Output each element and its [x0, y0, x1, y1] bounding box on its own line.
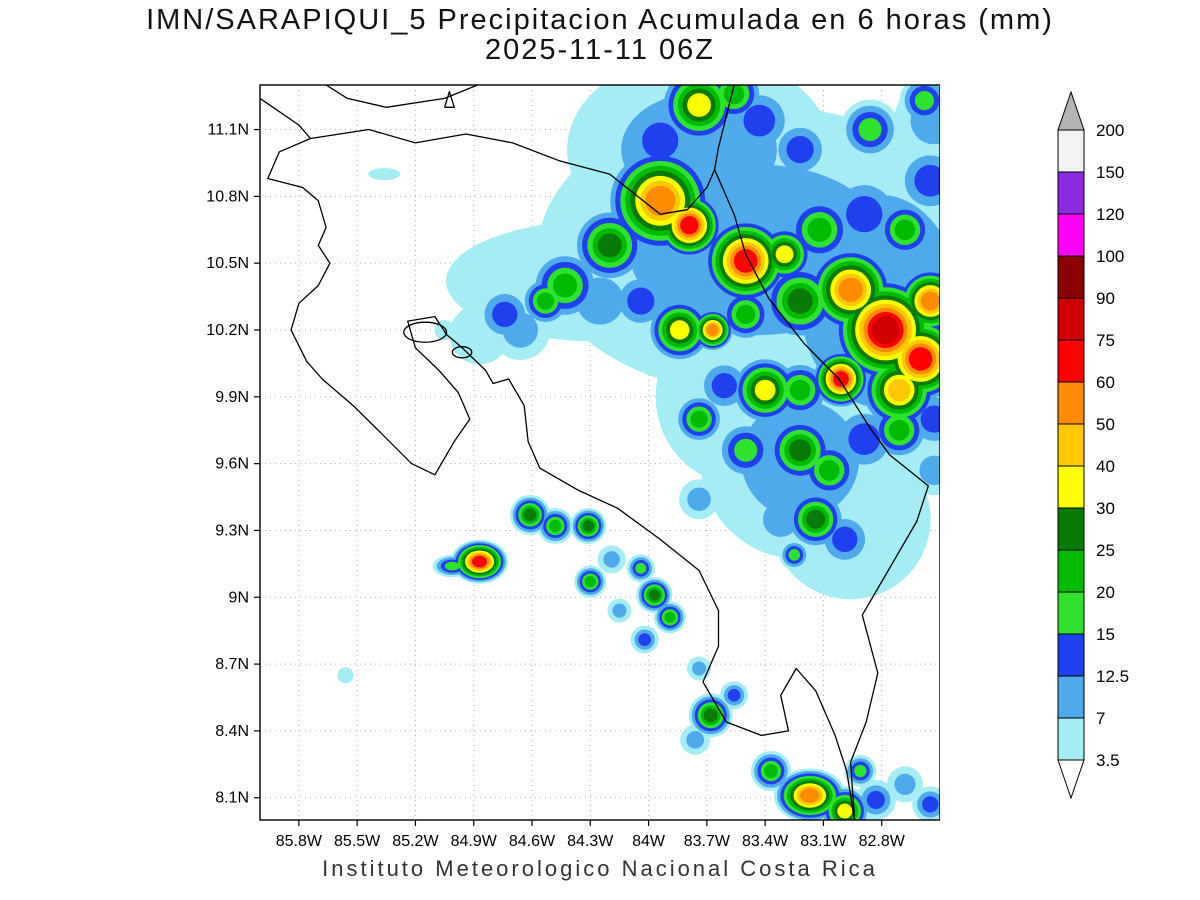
colorbar-label: 90	[1096, 289, 1115, 308]
precipitation-map-svg: 85.8W 85.5W 85.2W 84.9W 84.6W 84.3W 84W 83.7W 83…	[206, 84, 940, 850]
colorbar-label: 15	[1096, 625, 1115, 644]
colorbar-segment	[1057, 423, 1085, 467]
colorbar-label: 40	[1096, 457, 1115, 476]
nicaragua-caribbean-coast	[713, 85, 735, 170]
gulf-island	[451, 346, 473, 359]
chart-subtitle-datetime: 2025-11-11 06Z	[484, 34, 716, 66]
ometepe-island	[443, 91, 455, 108]
colorbar-segment	[1057, 549, 1085, 593]
colorbar-label: 100	[1096, 247, 1124, 266]
colorbar-label: 20	[1096, 583, 1115, 602]
colorbar-segment	[1057, 465, 1085, 509]
caribbean-coast-and-panama-border	[714, 169, 929, 820]
colorbar-segment	[1057, 381, 1085, 425]
chart-title: IMN/SARAPIQUI_5 Precipitacion Acumulada …	[146, 4, 1054, 36]
y-tick-label: 9.6N	[215, 456, 249, 473]
colorbar-label: 12.5	[1096, 667, 1129, 686]
x-tick-label: 84.3W	[567, 833, 614, 850]
y-tick-label: 8.4N	[215, 723, 249, 740]
y-tick-label: 9.9N	[215, 389, 249, 406]
colorbar-label: 150	[1096, 163, 1124, 182]
colorbar-label: 120	[1096, 205, 1124, 224]
x-tick-label: 83.7W	[684, 833, 731, 850]
colorbar-segment	[1057, 675, 1085, 719]
colorbar-arrow-top	[1057, 90, 1085, 131]
colorbar-label: 25	[1096, 541, 1115, 560]
colorbar-segment	[1057, 171, 1085, 215]
colorbar-label: 60	[1096, 373, 1115, 392]
northern-border	[310, 128, 716, 215]
y-tick-label: 8.1N	[215, 790, 249, 807]
y-tick-label: 9N	[229, 589, 249, 606]
x-tick-label: 83.1W	[800, 833, 847, 850]
colorbar-label: 50	[1096, 415, 1115, 434]
coastlines	[260, 85, 929, 820]
colorbar-label: 75	[1096, 331, 1115, 350]
plot-frame	[259, 84, 940, 821]
gulf-island	[403, 321, 448, 343]
x-tick-label: 84W	[632, 833, 666, 850]
nicaragua-pacific-coast	[260, 97, 311, 139]
y-tick-label: 10.8N	[206, 188, 249, 205]
x-tick-label: 85.5W	[334, 833, 381, 850]
x-tick-label: 85.8W	[276, 833, 323, 850]
y-tick-label: 11.1N	[207, 122, 249, 139]
y-tick-label: 9.3N	[215, 522, 249, 539]
colorbar-arrow-bottom	[1057, 759, 1085, 800]
colorbar: 200 150 120 100 90 75 60 50 40 30 25 20 15 12.5 7 3.5	[1050, 80, 1190, 820]
x-tick-label: 83.4W	[742, 833, 789, 850]
colorbar-label: 7	[1096, 709, 1105, 728]
lake-nicaragua-shore	[325, 85, 478, 108]
colorbar-scale: 200 150 120 100 90 75 60 50 40 30 25 20 15 12.5 7 3.5	[1057, 90, 1129, 800]
precipitation-field	[337, 85, 940, 820]
colorbar-segment	[1057, 213, 1085, 257]
colorbar-segment	[1057, 633, 1085, 677]
colorbar-segment	[1057, 297, 1085, 341]
colorbar-segment	[1057, 129, 1085, 173]
x-tick-label: 84.6W	[509, 833, 556, 850]
colorbar-svg: 200 150 120 100 90 75 60 50 40 30 25 20 15 12.5 7 3.5	[1057, 90, 1129, 800]
colorbar-segment	[1057, 339, 1085, 383]
y-tick-label: 10.2N	[206, 322, 249, 339]
axis-labels: 85.8W 85.5W 85.2W 84.9W 84.6W 84.3W 84W 83.7W 83…	[206, 122, 905, 850]
institution-caption: Instituto Meteorologico Nacional Costa R…	[322, 856, 878, 881]
x-tick-label: 85.2W	[392, 833, 439, 850]
map-plot-area: 85.8W 85.5W 85.2W 84.9W 84.6W 84.3W 84W 83.7W 83…	[175, 75, 940, 860]
x-tick-label: 82.8W	[859, 833, 906, 850]
colorbar-segment	[1057, 717, 1085, 761]
colorbar-label: 200	[1096, 121, 1124, 140]
y-tick-label: 10.5N	[206, 255, 249, 272]
axis-ticks	[254, 128, 883, 826]
colorbar-segment	[1057, 255, 1085, 299]
colorbar-label: 30	[1096, 499, 1115, 518]
x-tick-label: 84.9W	[451, 833, 498, 850]
colorbar-label: 3.5	[1096, 751, 1120, 770]
colorbar-segment	[1057, 591, 1085, 635]
colorbar-segment	[1057, 507, 1085, 551]
y-tick-label: 8.7N	[215, 656, 249, 673]
